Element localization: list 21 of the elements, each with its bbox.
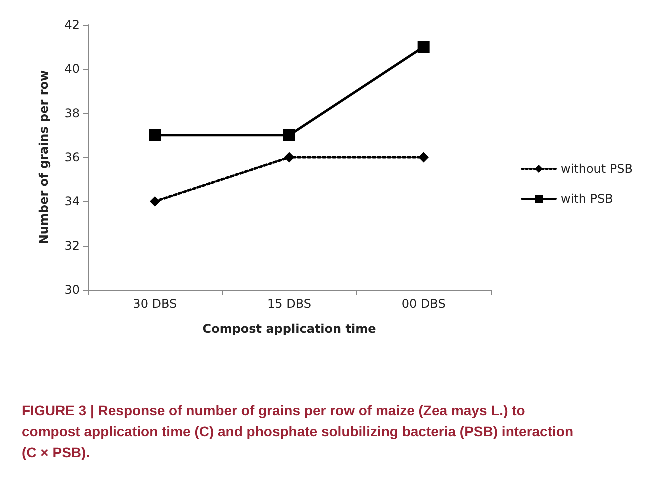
y-tick-label: 30 xyxy=(64,283,80,297)
point xyxy=(418,152,429,162)
caption: FIGURE 3 | Response of number of grains per row of maize (Zea mays L.) to compost application time (C) and phosphate solubilizing bacteria (PSB) interaction (C × PSB). xyxy=(22,402,578,460)
y-tick-label: 38 xyxy=(64,106,80,120)
x-tick-label: 30 DBS xyxy=(133,297,178,311)
y-axis-title: Number of grains per row xyxy=(37,70,51,245)
x-tick-label: 00 DBS xyxy=(402,297,446,311)
x-axis-title: Compost application time xyxy=(202,322,376,336)
y-tick-label: 34 xyxy=(64,194,80,209)
point xyxy=(284,152,294,162)
point xyxy=(149,129,162,142)
point xyxy=(150,196,160,207)
legend-label: with PSB xyxy=(561,192,614,206)
y-tick-label: 40 xyxy=(64,62,80,76)
y-tick-label: 36 xyxy=(64,150,80,164)
x-tick-label: 15 DBS xyxy=(268,297,312,311)
point xyxy=(418,41,430,54)
point xyxy=(284,129,296,142)
legend-label: without PSB xyxy=(561,162,634,176)
y-tick-label: 32 xyxy=(64,238,80,253)
y-tick-label: 42 xyxy=(64,18,80,32)
